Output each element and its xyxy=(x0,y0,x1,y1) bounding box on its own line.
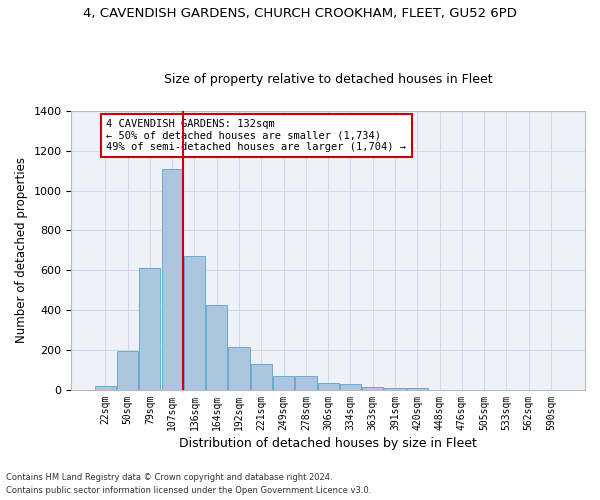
X-axis label: Distribution of detached houses by size in Fleet: Distribution of detached houses by size … xyxy=(179,437,477,450)
Title: Size of property relative to detached houses in Fleet: Size of property relative to detached ho… xyxy=(164,73,493,86)
Bar xyxy=(295,376,317,390)
Bar xyxy=(184,256,205,390)
Bar xyxy=(251,364,272,390)
Bar xyxy=(385,388,406,390)
Bar xyxy=(273,376,294,390)
Bar xyxy=(317,383,339,390)
Bar xyxy=(362,387,383,390)
Text: 4 CAVENDISH GARDENS: 132sqm
← 50% of detached houses are smaller (1,734)
49% of : 4 CAVENDISH GARDENS: 132sqm ← 50% of det… xyxy=(106,119,406,152)
Text: 4, CAVENDISH GARDENS, CHURCH CROOKHAM, FLEET, GU52 6PD: 4, CAVENDISH GARDENS, CHURCH CROOKHAM, F… xyxy=(83,8,517,20)
Text: Contains HM Land Registry data © Crown copyright and database right 2024.
Contai: Contains HM Land Registry data © Crown c… xyxy=(6,474,371,495)
Bar xyxy=(139,268,160,390)
Bar xyxy=(407,388,428,390)
Bar xyxy=(95,386,116,390)
Bar xyxy=(206,305,227,390)
Bar xyxy=(229,347,250,390)
Bar xyxy=(340,384,361,390)
Bar xyxy=(161,168,183,390)
Bar xyxy=(117,351,138,390)
Y-axis label: Number of detached properties: Number of detached properties xyxy=(15,158,28,344)
